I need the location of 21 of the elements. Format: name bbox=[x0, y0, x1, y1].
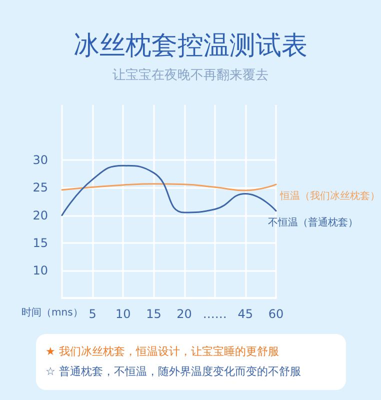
line-series bbox=[61, 183, 277, 192]
chart-subtitle: 让宝宝在夜晚不再翻来覆去 bbox=[112, 67, 268, 83]
x-tick-label: …… bbox=[202, 307, 227, 321]
x-tick-label: 45 bbox=[238, 307, 254, 321]
y-tick-label: 10 bbox=[32, 263, 48, 278]
x-tick-label: 60 bbox=[268, 307, 284, 321]
x-tick-label: 5 bbox=[88, 307, 96, 321]
y-tick-label: 30 bbox=[32, 153, 48, 168]
chart-title: 冰丝枕套控温测试表 bbox=[74, 31, 308, 61]
text: ★ 我们冰丝枕套，恒温设计，让宝宝睡的更舒服 bbox=[46, 344, 280, 360]
x-axis-title: 时间（mns） bbox=[22, 306, 83, 318]
x-tick-label: 15 bbox=[146, 307, 162, 321]
series-label: 恒温（我们冰丝枕套） bbox=[279, 190, 380, 202]
text: ☆ 普通枕套，不恒温，随外界温度变化而变的不舒服 bbox=[46, 364, 302, 380]
y-tick-label: 15 bbox=[32, 236, 48, 250]
y-tick-label: 25 bbox=[32, 180, 48, 195]
x-tick-label: 10 bbox=[116, 307, 131, 321]
y-tick-label: 20 bbox=[32, 208, 48, 222]
line-series bbox=[61, 164, 277, 216]
x-tick-label: 20 bbox=[176, 307, 192, 321]
series-label: 不恒温（普通枕套） bbox=[268, 216, 358, 228]
